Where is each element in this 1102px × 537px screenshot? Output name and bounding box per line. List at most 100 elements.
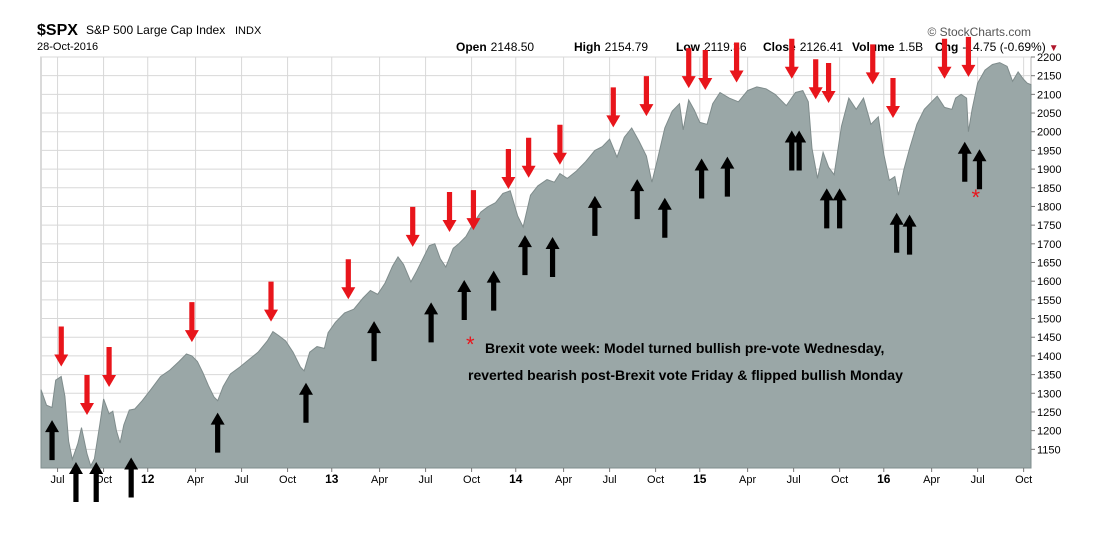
x-tick-label: Apr (371, 474, 388, 486)
x-tick-label: 15 (693, 472, 707, 486)
x-tick-label: Apr (187, 474, 204, 486)
y-axis-ticks: 1150 1200 1250 1300 1350 1400 1450 1500 1550 1600… (1031, 52, 1061, 456)
x-tick-label: Oct (95, 474, 112, 486)
sell-arrow-icon (80, 375, 95, 416)
chart-exchange: INDX (235, 25, 262, 37)
x-tick-label: Oct (279, 474, 296, 486)
y-tick-label: 1550 (1037, 295, 1061, 307)
special-markers: * (972, 185, 981, 210)
sell-arrow-icon (102, 347, 117, 388)
buy-arrow-icon (792, 130, 807, 171)
buy-arrow-icon (424, 302, 439, 343)
sell-arrow-icon (961, 36, 976, 77)
buy-arrow-icon (902, 214, 917, 255)
sell-arrow-icon (821, 63, 836, 104)
y-tick-label: 1950 (1037, 145, 1061, 157)
buy-arrow-icon (45, 420, 60, 461)
chart-date: 28-Oct-2016 (37, 41, 98, 53)
ohlc-open: Open 2148.50 (456, 40, 534, 54)
buy-arrow-icon (720, 156, 735, 197)
sell-arrow-icon (341, 259, 356, 300)
y-tick-label: 2000 (1037, 127, 1061, 139)
buy-arrow-icon (545, 237, 560, 278)
x-tick-label: Jul (603, 474, 617, 486)
chg-down-icon: ▼ (1049, 43, 1059, 54)
ohlc-open-value: 2148.50 (491, 40, 535, 54)
buy-arrow-icon (587, 195, 602, 236)
x-tick-label: Jul (51, 474, 65, 486)
buy-arrow-icon (517, 235, 532, 276)
brexit-annotation: * Brexit vote week: Model turned bullish… (466, 332, 903, 383)
y-tick-label: 1250 (1037, 407, 1061, 419)
y-tick-label: 1500 (1037, 314, 1061, 326)
sell-arrow-icon (552, 124, 567, 165)
sell-arrow-icon (937, 38, 952, 79)
ohlc-close-value: 2126.41 (800, 40, 844, 54)
x-tick-label: Jul (971, 474, 985, 486)
y-tick-label: 1400 (1037, 351, 1061, 363)
y-tick-label: 2150 (1037, 71, 1061, 83)
buy-arrow-icon (889, 212, 904, 253)
sell-arrow-icon (501, 148, 516, 189)
ohlc-volume-value: 1.5B (898, 40, 923, 54)
x-tick-label: Jul (235, 474, 249, 486)
sell-arrow-icon (54, 326, 69, 367)
sell-arrow-icon (729, 42, 744, 83)
sell-arrow-icon (405, 206, 420, 247)
x-tick-label: Apr (923, 474, 940, 486)
buy-arrow-icon (972, 149, 987, 190)
ohlc-close: Close 2126.41 (763, 40, 843, 54)
sell-arrow-icon (466, 190, 481, 231)
buy-arrow-icon (486, 270, 501, 311)
price-area (40, 62, 1032, 469)
buy-arrow-icon (957, 141, 972, 182)
buy-arrow-icon (832, 188, 847, 229)
sell-arrow-icon (865, 44, 880, 85)
annotation-line-1: Brexit vote week: Model turned bullish p… (485, 340, 884, 356)
buy-arrow-icon (630, 179, 645, 220)
x-tick-label: Oct (647, 474, 664, 486)
x-tick-label: Oct (1015, 474, 1032, 486)
sell-arrow-icon (521, 137, 536, 178)
ohlc-low-value: 2119.36 (704, 40, 747, 54)
y-tick-label: 1300 (1037, 388, 1061, 400)
buy-arrow-icon (124, 457, 139, 498)
ohlc-volume: Volume1.5B (852, 40, 923, 54)
plot-area: * (40, 36, 1032, 502)
y-tick-label: 1900 (1037, 164, 1061, 176)
y-tick-label: 2050 (1037, 108, 1061, 120)
ohlc-high: High 2154.79 (574, 40, 648, 54)
y-tick-label: 1200 (1037, 426, 1061, 438)
buy-arrow-icon (298, 382, 313, 423)
y-tick-label: 1800 (1037, 201, 1061, 213)
x-tick-label: Jul (419, 474, 433, 486)
x-tick-label: 16 (877, 472, 891, 486)
buy-arrow-icon (210, 412, 225, 453)
y-tick-label: 1600 (1037, 276, 1061, 288)
buy-arrow-icon (819, 188, 834, 229)
sell-signal-arrows (54, 36, 976, 416)
y-tick-label: 2200 (1037, 52, 1061, 64)
x-tick-label: Jul (787, 474, 801, 486)
sell-arrow-icon (184, 302, 199, 343)
ohlc-change-value: -14.75 (-0.69%) (962, 40, 1045, 54)
y-tick-label: 1750 (1037, 220, 1061, 232)
brexit-star-marker: * (972, 185, 981, 210)
sell-arrow-icon (442, 191, 457, 232)
x-tick-label: 12 (141, 472, 155, 486)
sell-arrow-icon (784, 38, 799, 79)
y-tick-label: 1350 (1037, 370, 1061, 382)
x-tick-label: 13 (325, 472, 339, 486)
ohlc-low-label: Low (676, 40, 701, 54)
sell-arrow-icon (698, 49, 713, 90)
buy-arrow-icon (657, 197, 672, 238)
annotation-star: * (466, 332, 475, 357)
sell-arrow-icon (264, 281, 279, 322)
buy-arrow-icon (694, 158, 709, 199)
y-tick-label: 1700 (1037, 239, 1061, 251)
sell-arrow-icon (606, 87, 621, 128)
y-tick-label: 2100 (1037, 89, 1061, 101)
brand-watermark: © StockCharts.com (927, 25, 1031, 39)
x-axis-ticks: Jul Oct 12 Apr Jul Oct 13 Apr Jul Oct 14 Apr Jul Oct 1… (51, 468, 1032, 486)
